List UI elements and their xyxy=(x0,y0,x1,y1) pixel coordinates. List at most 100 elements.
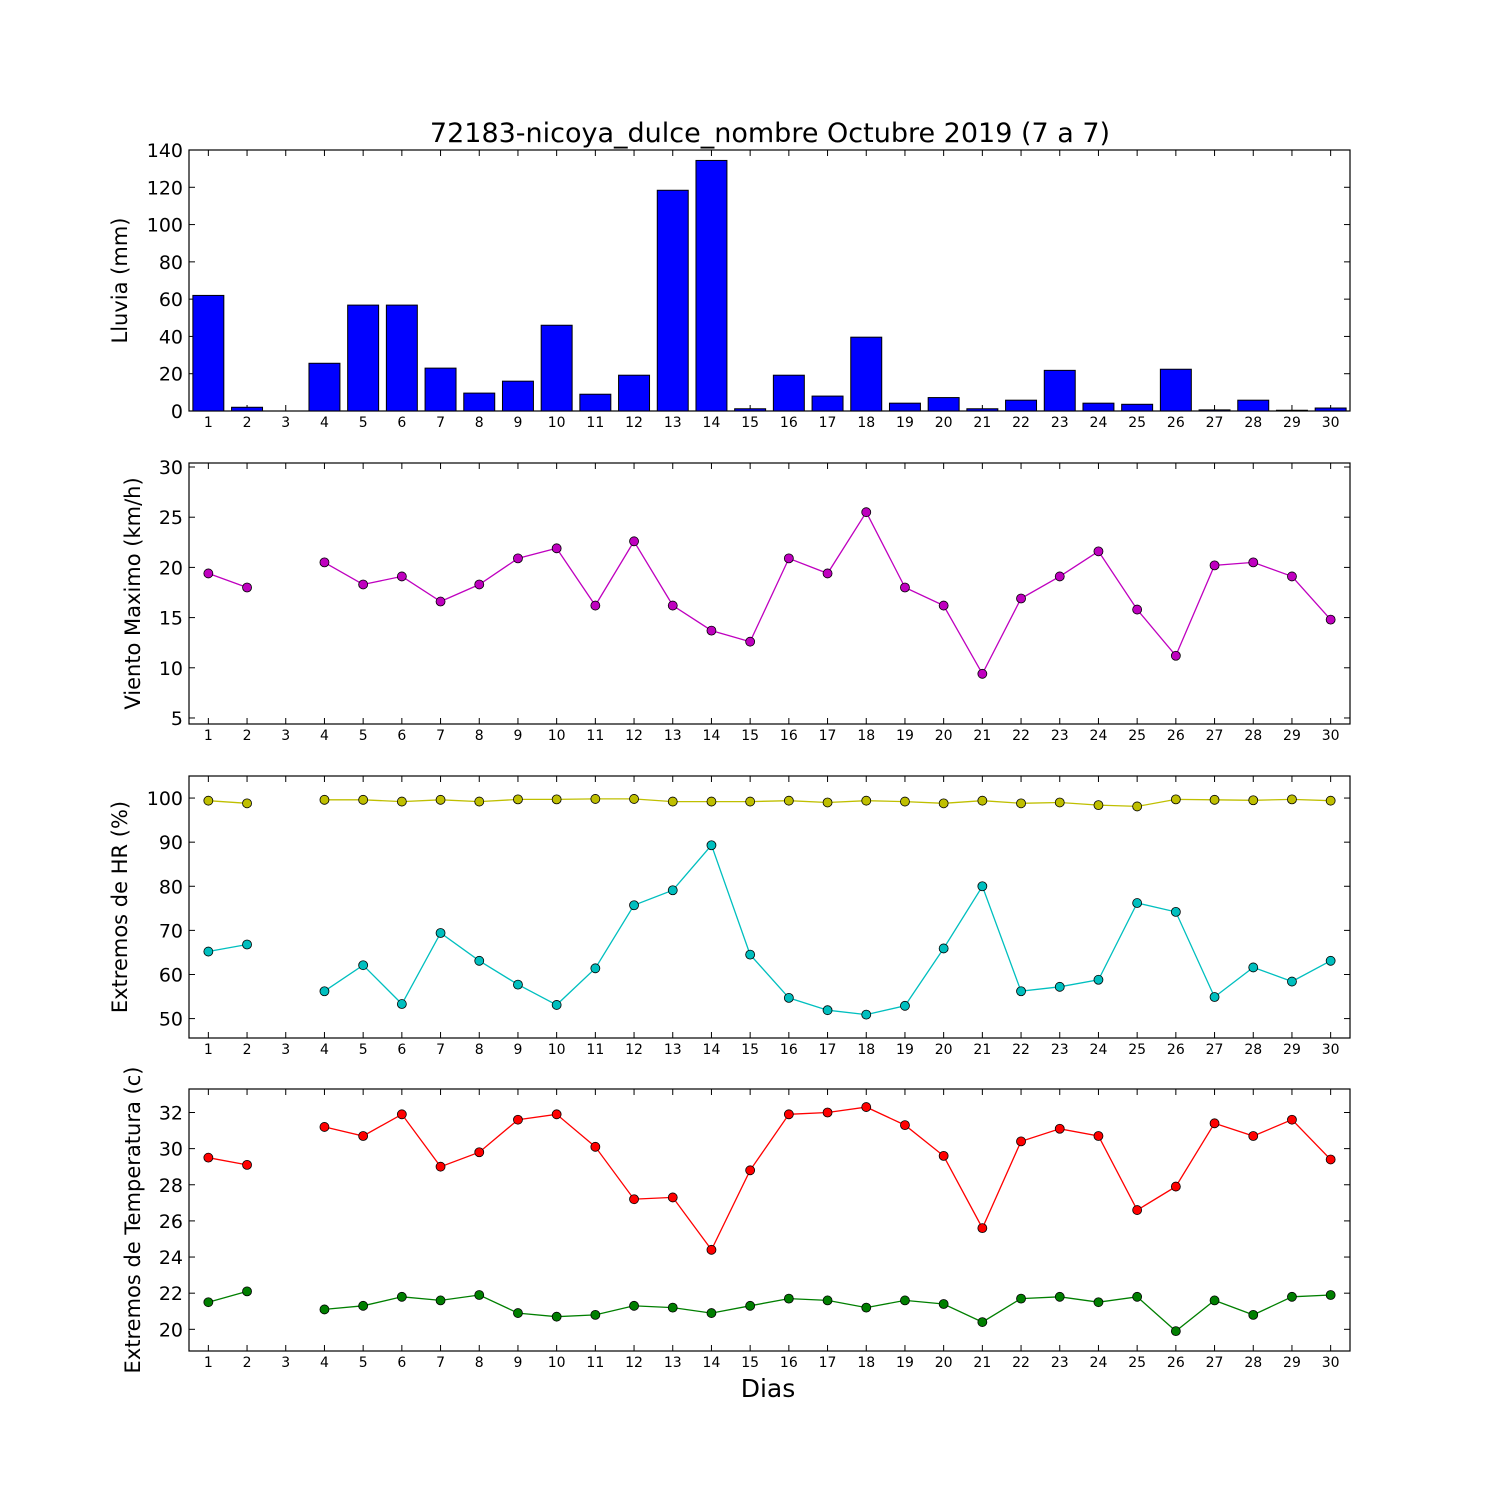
rainfall-bar xyxy=(192,294,225,412)
humidity-series-2-point xyxy=(745,949,756,960)
max-wind-xtick-label: 19 xyxy=(896,728,914,744)
temperature-series-2-point xyxy=(513,1308,523,1318)
rainfall-ytick-label: 60 xyxy=(159,289,183,311)
temperature-series-1-point xyxy=(977,1223,988,1234)
humidity-series-1-point xyxy=(706,796,717,807)
temperature-series-1-point xyxy=(1325,1154,1336,1165)
max-wind-series-1-point xyxy=(938,600,949,611)
humidity-series-2-point xyxy=(474,955,485,966)
temperature-series-2-point xyxy=(745,1300,756,1311)
max-wind-xtick-label: 12 xyxy=(625,728,643,744)
humidity-ytick-label: 90 xyxy=(159,832,183,854)
temperature-series-1-point xyxy=(358,1131,369,1141)
rainfall-xtick-label: 29 xyxy=(1283,415,1301,431)
rainfall-bar xyxy=(1159,368,1192,412)
rainfall-xtick-label: 24 xyxy=(1090,415,1108,431)
humidity-series-2-point xyxy=(667,885,678,896)
humidity-xtick-label: 8 xyxy=(475,1042,484,1058)
rainfall-xtick-label: 30 xyxy=(1322,415,1340,431)
temperature-series-1-point xyxy=(1209,1118,1220,1129)
max-wind-ytick-label: 30 xyxy=(159,457,183,479)
rainfall-bar xyxy=(966,408,999,412)
max-wind-xtick-label: 9 xyxy=(513,728,522,744)
humidity-xtick-label: 23 xyxy=(1051,1042,1069,1058)
humidity-xtick-label: 4 xyxy=(320,1042,329,1058)
rainfall-bar xyxy=(811,395,844,412)
humidity-series-2-point xyxy=(358,960,369,971)
max-wind-series-1-point xyxy=(1054,571,1065,582)
humidity-series-1-point xyxy=(1016,798,1026,809)
rainfall-bar xyxy=(385,304,418,412)
humidity-series-1-point xyxy=(745,796,756,807)
temperature-series-2-point xyxy=(203,1297,214,1308)
humidity-series-2-point xyxy=(977,881,988,892)
max-wind-xtick-label: 4 xyxy=(320,728,329,744)
max-wind-series-1-point xyxy=(977,668,988,679)
max-wind-series-1-point xyxy=(203,568,214,579)
humidity-series-1-point xyxy=(1093,800,1104,811)
humidity-xtick-label: 17 xyxy=(819,1042,837,1058)
rainfall-bar xyxy=(1043,369,1076,412)
max-wind-xtick-label: 30 xyxy=(1322,728,1340,744)
humidity-series-1-point xyxy=(783,795,794,806)
rainfall-bar xyxy=(1198,409,1231,412)
humidity-xtick-label: 13 xyxy=(664,1042,682,1058)
rainfall-bar xyxy=(618,374,651,412)
rainfall-ytick-label: 20 xyxy=(159,364,183,386)
temperature-series-2-point xyxy=(358,1300,369,1311)
temperature-series-1-point xyxy=(900,1120,910,1131)
rainfall-bar xyxy=(656,189,689,412)
humidity-series-1-point xyxy=(1209,794,1220,805)
rainfall-xtick-label: 25 xyxy=(1128,415,1146,431)
humidity-xtick-label: 15 xyxy=(741,1042,759,1058)
humidity-series-2-point xyxy=(1287,976,1297,987)
rainfall-bar xyxy=(1082,402,1115,412)
temperature-xtick-label: 11 xyxy=(586,1355,604,1371)
temperature-series-1-point xyxy=(706,1244,717,1255)
max-wind-series-1-point xyxy=(1016,593,1026,604)
rainfall-xtick-label: 15 xyxy=(741,415,759,431)
temperature-series-2-point xyxy=(590,1309,601,1320)
humidity-series-2-line xyxy=(208,943,248,953)
humidity-xtick-label: 28 xyxy=(1244,1042,1262,1058)
rainfall-xtick-label: 13 xyxy=(664,415,682,431)
humidity-series-2-point xyxy=(319,986,330,997)
temperature-ytick-label: 32 xyxy=(159,1102,183,1124)
humidity-series-1-point xyxy=(1325,795,1336,806)
rainfall-xtick-label: 17 xyxy=(819,415,837,431)
max-wind-series-1-line xyxy=(208,572,248,589)
temperature-series-2-point xyxy=(396,1291,407,1302)
humidity-xtick-label: 14 xyxy=(703,1042,721,1058)
humidity-y-axis-label: Extremos de HR (%) xyxy=(108,801,132,1013)
humidity-ytick-label: 100 xyxy=(147,788,183,810)
humidity-series-2-point xyxy=(396,999,407,1009)
temperature-xtick-label: 26 xyxy=(1167,1355,1185,1371)
rainfall-bar xyxy=(927,397,960,412)
rainfall-ytick-label: 0 xyxy=(171,401,183,423)
rainfall-bar xyxy=(1275,409,1308,412)
humidity-series-2-point xyxy=(1054,981,1065,992)
max-wind-series-1-point xyxy=(745,636,756,647)
temperature-ytick-label: 30 xyxy=(159,1139,183,1161)
max-wind-xtick-label: 7 xyxy=(436,728,445,744)
rainfall-xtick-label: 26 xyxy=(1167,415,1185,431)
humidity-series-1-point xyxy=(319,794,330,805)
temperature-series-2-point xyxy=(861,1302,872,1313)
rainfall-ytick-label: 120 xyxy=(147,177,183,199)
temperature-xtick-label: 18 xyxy=(857,1355,875,1371)
temperature-xtick-label: 9 xyxy=(513,1355,522,1371)
temperature-xtick-label: 17 xyxy=(819,1355,837,1371)
temperature-xtick-label: 15 xyxy=(741,1355,759,1371)
max-wind-series-1-point xyxy=(1170,650,1181,661)
humidity-series-1-point xyxy=(203,795,214,806)
max-wind-xtick-label: 27 xyxy=(1206,728,1224,744)
rainfall-bar xyxy=(424,367,457,412)
temperature-series-1-point xyxy=(435,1161,446,1172)
humidity-series-2-point xyxy=(590,963,601,974)
humidity-xtick-label: 12 xyxy=(625,1042,643,1058)
humidity-series-1-point xyxy=(1132,801,1143,812)
